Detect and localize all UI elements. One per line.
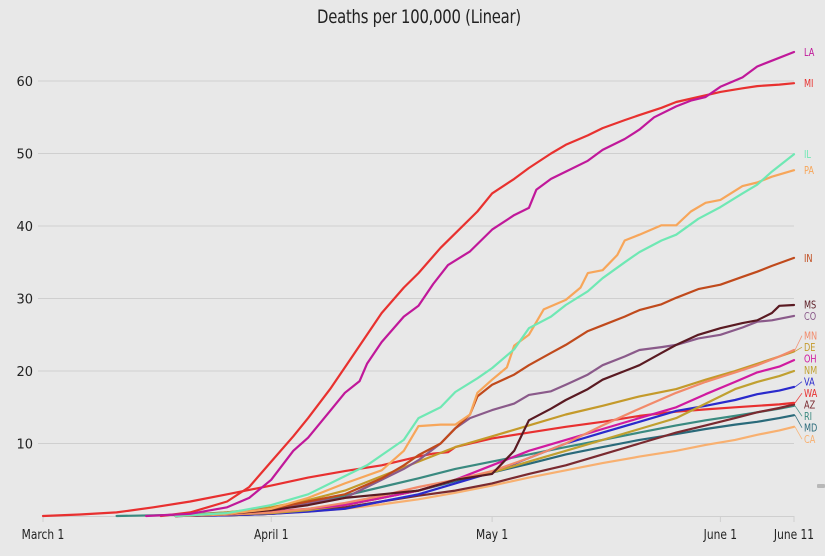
label-leader-md (794, 415, 803, 428)
y-tick-label: 60 (16, 75, 33, 90)
label-leader-va (794, 381, 803, 388)
series-line-il[interactable] (174, 153, 796, 518)
series-line-de[interactable] (174, 350, 796, 518)
series-label-pa: PA (804, 165, 814, 177)
series-line-ms[interactable] (174, 303, 796, 518)
series-line-in[interactable] (174, 256, 796, 518)
series-line-co[interactable] (174, 314, 796, 518)
y-axis-ticks: 10 20 30 40 50 60 (16, 75, 33, 453)
x-tick-label: April 1 (254, 527, 289, 542)
series-label-va: VA (804, 377, 815, 389)
series-line-nm[interactable] (174, 369, 796, 518)
series-label-ms: MS (804, 300, 816, 312)
label-leader-ri (794, 405, 803, 417)
series-label-ca: CA (804, 434, 816, 446)
series-lines (41, 50, 796, 518)
series-label-mn: MN (804, 331, 817, 343)
series-line-pa[interactable] (174, 169, 796, 518)
label-leader-mn (794, 335, 803, 351)
x-tick-label: May 1 (476, 527, 508, 542)
series-label-md: MD (804, 423, 817, 435)
y-tick-label: 40 (16, 220, 33, 235)
series-label-de: DE (804, 342, 816, 354)
chart-title: Deaths per 100,000 (Linear) (317, 6, 521, 28)
y-tick-label: 50 (16, 148, 33, 163)
series-label-az: AZ (804, 400, 816, 412)
label-leader-lines (794, 335, 803, 440)
y-tick-label: 10 (16, 438, 33, 453)
series-label-in: IN (804, 253, 813, 265)
series-label-il: IL (804, 149, 812, 161)
series-line-mi[interactable] (159, 82, 796, 518)
series-line-ri[interactable] (115, 404, 796, 518)
gridlines (38, 80, 794, 444)
label-leader-de (794, 346, 803, 352)
series-line-mn[interactable] (174, 348, 796, 518)
y-tick-label: 20 (16, 365, 33, 380)
scroll-handle[interactable] (817, 484, 825, 488)
label-leader-ca (794, 426, 803, 440)
series-label-co: CO (804, 311, 816, 323)
series-label-ri: RI (804, 411, 812, 423)
x-axis: March 1 April 1 May 1 June 1 June 11 (22, 516, 814, 542)
y-tick-label: 30 (16, 293, 33, 308)
series-line-la[interactable] (145, 50, 796, 518)
x-tick-label: March 1 (22, 527, 65, 542)
series-label-nm: NM (804, 365, 817, 377)
x-tick-label: June 1 (703, 527, 737, 542)
series-label-oh: OH (804, 354, 817, 366)
series-label-la: LA (804, 47, 815, 59)
label-leader-wa (794, 392, 803, 404)
x-tick-label: June 11 (773, 527, 814, 542)
series-label-wa: WA (804, 388, 818, 400)
series-label-mi: MI (804, 78, 813, 90)
